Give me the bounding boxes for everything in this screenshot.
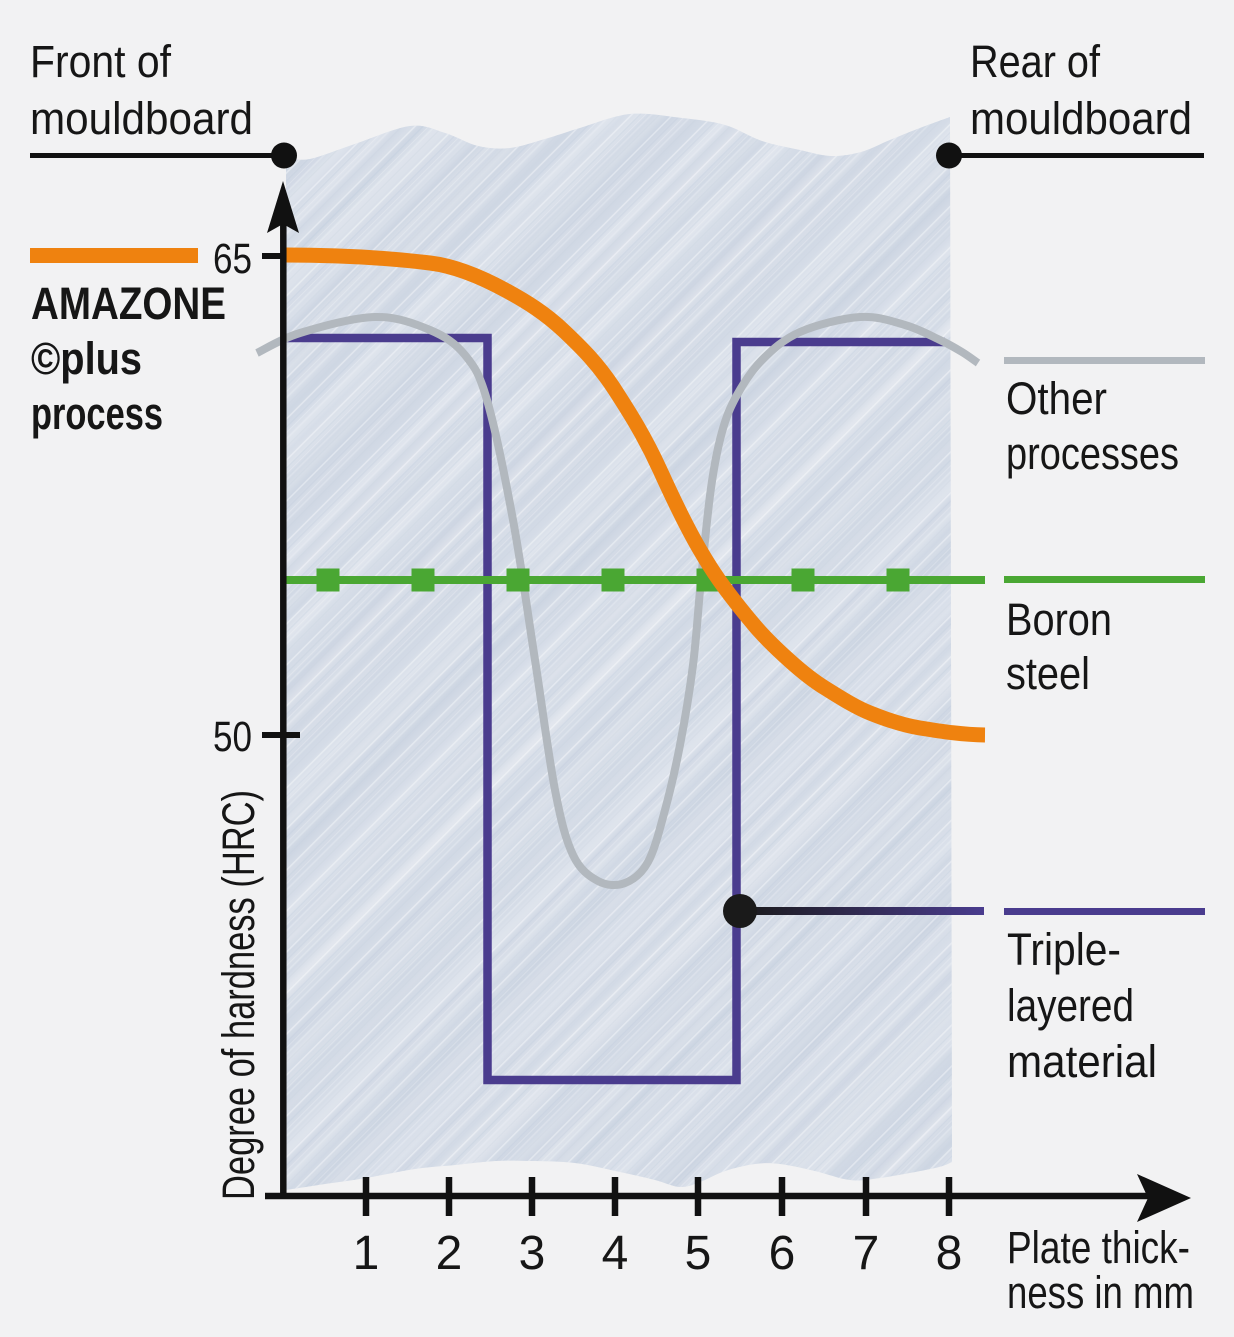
svg-text:mouldboard: mouldboard xyxy=(970,93,1192,144)
svg-text:2: 2 xyxy=(436,1227,463,1280)
svg-text:8: 8 xyxy=(936,1227,963,1280)
svg-text:ness in mm: ness in mm xyxy=(1007,1267,1194,1318)
svg-text:Degree of hardness (HRC): Degree of hardness (HRC) xyxy=(213,790,264,1200)
svg-text:Front of: Front of xyxy=(30,36,171,87)
svg-text:processes: processes xyxy=(1006,428,1179,479)
svg-text:mouldboard: mouldboard xyxy=(30,93,253,144)
svg-text:AMAZONE: AMAZONE xyxy=(31,278,226,329)
svg-text:6: 6 xyxy=(769,1227,796,1280)
svg-text:material: material xyxy=(1007,1036,1157,1087)
svg-text:65: 65 xyxy=(213,235,252,283)
svg-text:Rear of: Rear of xyxy=(970,36,1100,87)
svg-text:layered: layered xyxy=(1007,980,1134,1031)
svg-text:1: 1 xyxy=(353,1227,380,1280)
svg-text:4: 4 xyxy=(602,1227,629,1280)
svg-text:process: process xyxy=(31,388,163,439)
svg-text:Boron: Boron xyxy=(1006,594,1112,645)
svg-text:Triple-: Triple- xyxy=(1007,924,1121,975)
svg-text:3: 3 xyxy=(519,1227,546,1280)
svg-text:5: 5 xyxy=(685,1227,712,1280)
svg-text:Plate thick-: Plate thick- xyxy=(1007,1222,1190,1273)
svg-text:©plus: ©plus xyxy=(31,333,142,384)
svg-text:7: 7 xyxy=(853,1227,880,1280)
svg-text:50: 50 xyxy=(213,713,252,761)
svg-text:steel: steel xyxy=(1006,648,1090,699)
svg-text:Other: Other xyxy=(1006,373,1107,424)
